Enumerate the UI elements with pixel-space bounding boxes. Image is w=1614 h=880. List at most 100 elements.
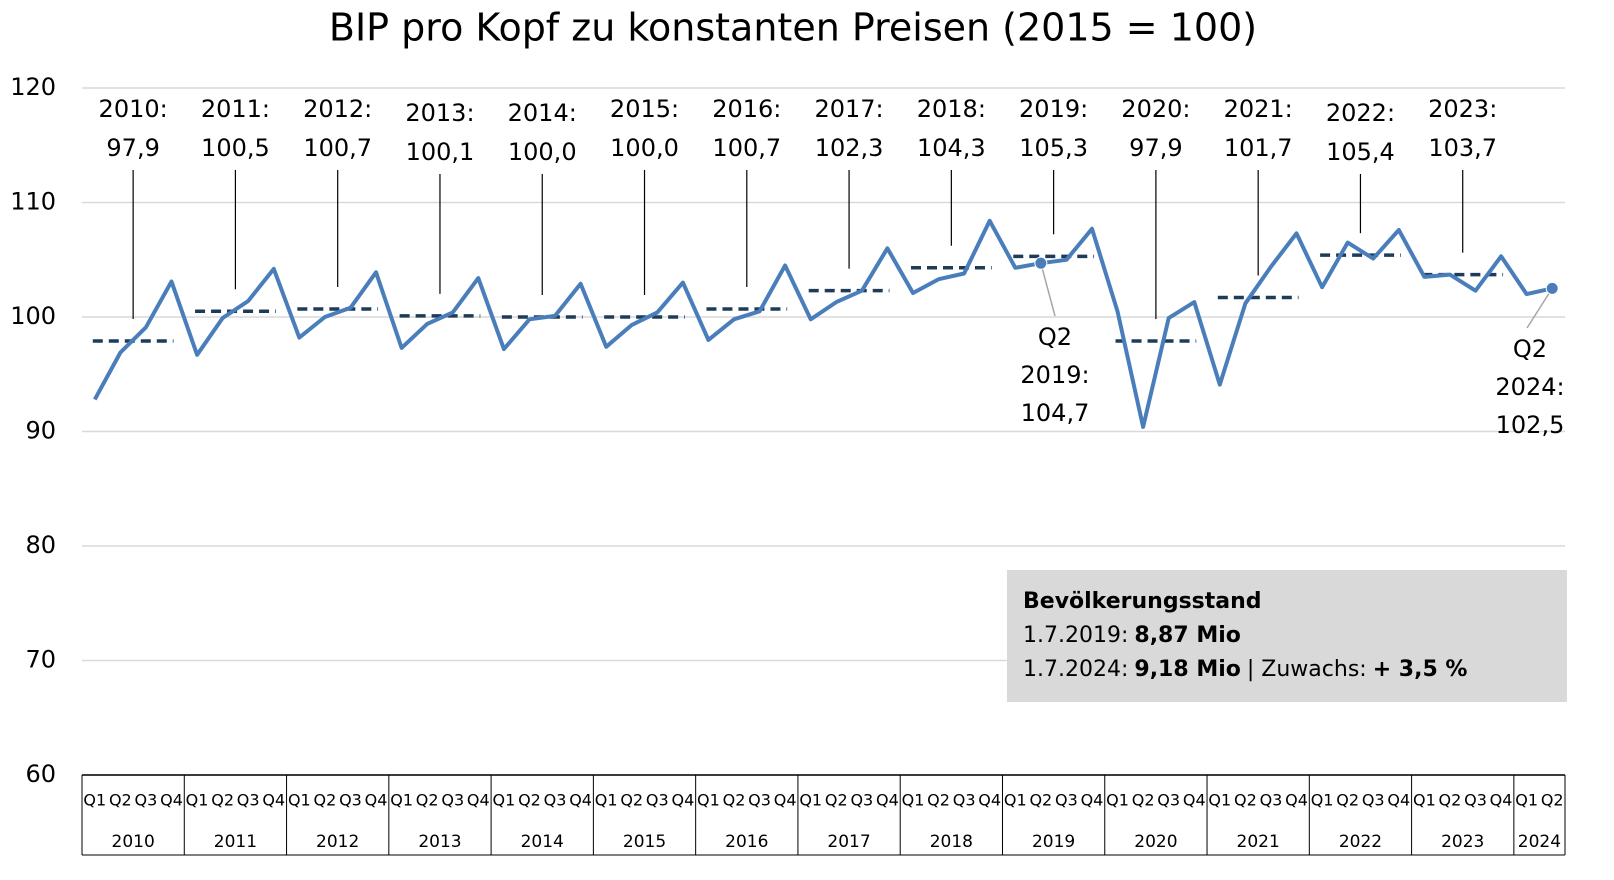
x-tick-label: Q2 [927, 791, 950, 810]
x-tick-label: Q4 [1387, 791, 1410, 810]
x-tick-label: Q2 [416, 791, 439, 810]
x-tick-label: Q1 [186, 791, 209, 810]
annotation-year: 2013: [405, 99, 474, 127]
x-group-label: 2021 [1237, 832, 1280, 852]
highlight-label: Q2 [1038, 323, 1072, 351]
info-text: 9,18 Mio [1134, 657, 1241, 682]
x-tick-label: Q2 [1439, 791, 1462, 810]
x-tick-label: Q3 [237, 791, 260, 810]
x-group-label: 2024 [1518, 832, 1561, 852]
annotation-value: 105,4 [1326, 138, 1395, 166]
highlight-value: 102,5 [1496, 411, 1565, 439]
highlight-value: 104,7 [1021, 399, 1090, 427]
x-tick-label: Q4 [262, 791, 285, 810]
y-tick-label: 80 [25, 531, 56, 559]
x-tick-label: Q2 [1541, 791, 1564, 810]
annotation-value: 100,7 [303, 134, 372, 162]
annotation-value: 103,7 [1428, 134, 1497, 162]
x-tick-label: Q2 [825, 791, 848, 810]
highlight-label: Q2 [1513, 335, 1547, 363]
x-tick-label: Q1 [595, 791, 618, 810]
annotation-year: 2020: [1121, 95, 1190, 123]
annotation-value: 100,5 [201, 134, 270, 162]
x-tick-label: Q2 [620, 791, 643, 810]
x-group-label: 2019 [1032, 832, 1075, 852]
x-tick-label: Q3 [339, 791, 362, 810]
x-group-label: 2020 [1134, 832, 1177, 852]
y-tick-label: 120 [10, 73, 56, 101]
x-tick-label: Q2 [314, 791, 337, 810]
x-tick-label: Q3 [1362, 791, 1385, 810]
x-tick-label: Q3 [748, 791, 771, 810]
x-group-label: 2015 [623, 832, 666, 852]
info-title: Bevölkerungsstand [1023, 589, 1262, 614]
x-tick-label: Q2 [109, 791, 132, 810]
highlight-leader [1526, 287, 1553, 329]
x-group-label: 2014 [521, 832, 564, 852]
x-tick-label: Q1 [1004, 791, 1027, 810]
x-tick-label: Q4 [365, 791, 388, 810]
y-tick-label: 100 [10, 302, 56, 330]
x-tick-label: Q4 [467, 791, 490, 810]
annotation-value: 105,3 [1019, 134, 1088, 162]
x-tick-label: Q1 [1413, 791, 1436, 810]
annotation-year: 2021: [1224, 95, 1293, 123]
chart-title: BIP pro Kopf zu konstanten Preisen (2015… [329, 6, 1257, 50]
x-tick-label: Q3 [441, 791, 464, 810]
x-tick-label: Q4 [978, 791, 1001, 810]
x-tick-label: Q4 [1081, 791, 1104, 810]
highlight-label: 2024: [1495, 373, 1564, 401]
annotation-value: 97,9 [1129, 134, 1182, 162]
annotation-value: 101,7 [1224, 134, 1293, 162]
info-text: 8,87 Mio [1134, 623, 1241, 648]
x-group-label: 2016 [725, 832, 768, 852]
annotation-year: 2019: [1019, 95, 1088, 123]
info-line: 1.7.2024: 9,18 Mio | Zuwachs: + 3,5 % [1023, 657, 1467, 682]
x-tick-label: Q1 [390, 791, 413, 810]
annotation-year: 2018: [917, 95, 986, 123]
annotation-year: 2023: [1428, 95, 1497, 123]
x-tick-label: Q3 [544, 791, 567, 810]
x-group-label: 2018 [930, 832, 973, 852]
annotation-year: 2015: [610, 95, 679, 123]
x-tick-label: Q1 [492, 791, 515, 810]
annotation-value: 100,1 [406, 138, 475, 166]
annotation-year: 2014: [508, 99, 577, 127]
x-tick-label: Q3 [953, 791, 976, 810]
x-tick-label: Q3 [1055, 791, 1078, 810]
annotation-year: 2012: [303, 95, 372, 123]
x-group-label: 2012 [316, 832, 359, 852]
annotation-year: 2016: [712, 95, 781, 123]
x-group-label: 2022 [1339, 832, 1382, 852]
highlight-point [1545, 281, 1559, 295]
x-tick-label: Q4 [1490, 791, 1513, 810]
x-tick-label: Q4 [1183, 791, 1206, 810]
info-text: | Zuwachs: [1247, 657, 1367, 682]
x-tick-label: Q1 [799, 791, 822, 810]
annotation-value: 100,7 [712, 134, 781, 162]
annotation-year: 2022: [1326, 99, 1395, 127]
highlight-point [1034, 256, 1048, 270]
y-tick-label: 60 [25, 760, 56, 788]
x-tick-label: Q2 [518, 791, 541, 810]
x-group-label: 2017 [827, 832, 870, 852]
x-tick-label: Q3 [1260, 791, 1283, 810]
highlight-label: 2019: [1020, 361, 1089, 389]
x-tick-label: Q1 [697, 791, 720, 810]
y-tick-label: 90 [25, 417, 56, 445]
annotation-year: 2010: [99, 95, 168, 123]
x-tick-label: Q3 [646, 791, 669, 810]
x-group-label: 2010 [112, 832, 155, 852]
x-tick-label: Q4 [774, 791, 797, 810]
x-tick-label: Q3 [1464, 791, 1487, 810]
x-tick-label: Q2 [1132, 791, 1155, 810]
x-tick-label: Q2 [211, 791, 234, 810]
x-group-label: 2011 [214, 832, 257, 852]
x-group-label: 2023 [1441, 832, 1484, 852]
info-line: 1.7.2019: 8,87 Mio [1023, 623, 1241, 648]
x-tick-label: Q1 [83, 791, 106, 810]
x-tick-label: Q1 [1106, 791, 1129, 810]
x-tick-label: Q3 [850, 791, 873, 810]
annotation-value: 102,3 [815, 134, 884, 162]
